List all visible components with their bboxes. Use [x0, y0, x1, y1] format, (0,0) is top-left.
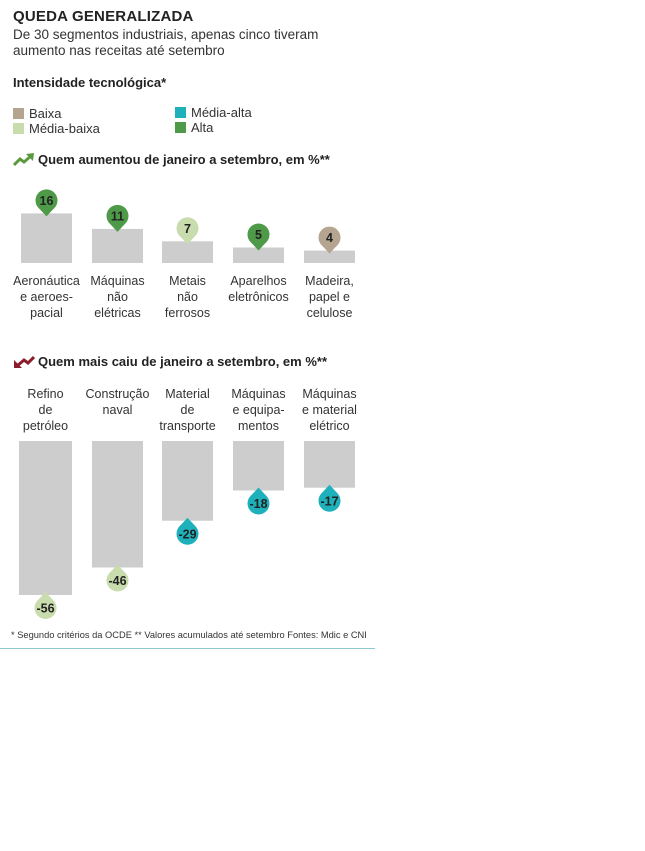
legend-label-media-baixa: Média-baixa	[29, 121, 100, 136]
trend-up-arrow-icon	[12, 153, 34, 167]
bar	[304, 441, 355, 488]
value-bubble: 4	[318, 226, 341, 254]
category-label: Refino de petróleo	[23, 387, 68, 433]
value-bubble-circle	[106, 204, 129, 227]
category-label: Material de transporte	[159, 387, 215, 433]
bar	[162, 441, 213, 521]
data-label: 7	[184, 222, 191, 236]
bar	[233, 441, 284, 491]
value-bubble-circle	[176, 522, 199, 545]
category-label: Aparelhos eletrônicos	[228, 274, 288, 304]
value-bubble-circle	[247, 223, 270, 246]
value-bubble-circle	[34, 597, 57, 619]
value-bubble: -56	[34, 592, 57, 619]
category-label: Madeira, papel e celulose	[305, 274, 354, 320]
bottom-rule	[0, 648, 375, 649]
data-label: -17	[320, 494, 338, 508]
legend-item-alta: Alta	[175, 120, 213, 135]
bar	[233, 247, 284, 263]
value-bubble: -17	[318, 484, 341, 512]
chart-title: QUEDA GENERALIZADA	[13, 8, 194, 25]
value-bubble: 11	[106, 204, 129, 232]
category-label: Máquinas não elétricas	[90, 274, 144, 320]
increase-bar-chart: 16 Aeronáutica e aeroes-pacial 11 Máquinas nã…	[13, 189, 355, 320]
legend-swatch-media-baixa	[13, 123, 24, 134]
decrease-bar-chart: -56 Refino de petróleo -46 Construção naval -29…	[19, 387, 357, 619]
legend-swatch-baixa	[13, 108, 24, 119]
value-bubble-circle	[318, 489, 341, 512]
value-bubble: 5	[247, 223, 270, 251]
bar	[19, 441, 72, 595]
value-bubble: -18	[247, 487, 270, 515]
legend-label-baixa: Baixa	[29, 106, 62, 121]
legend-item-media-baixa: Média-baixa	[13, 121, 100, 136]
value-bubble: 16	[35, 189, 58, 217]
data-label: 4	[326, 231, 333, 245]
value-bubble-circle	[318, 226, 341, 249]
bar	[304, 250, 355, 263]
legend-title: Intensidade tecnológica*	[13, 75, 167, 90]
data-label: 16	[40, 194, 54, 208]
section-decrease-heading: Quem mais caiu de janeiro a setembro, em…	[13, 353, 327, 371]
category-label: Máquinas e equipa-mentos	[231, 387, 285, 433]
chart-subtitle: De 30 segmentos industriais, apenas cinc…	[13, 27, 319, 58]
value-bubble: 7	[176, 217, 199, 245]
section-decrease-title: Quem mais caiu de janeiro a setembro, em…	[38, 354, 328, 369]
category-label: Metais não ferrosos	[165, 274, 210, 320]
section-increase-heading: Quem aumentou de janeiro a setembro, em …	[12, 151, 330, 169]
value-bubble-circle	[176, 217, 199, 240]
category-label: Máquinas e material elétrico	[302, 387, 357, 433]
data-label: -46	[108, 574, 126, 588]
value-bubble-circle	[35, 189, 58, 212]
data-label: -56	[36, 602, 54, 616]
legend-swatch-alta	[175, 122, 186, 133]
data-label: 11	[111, 209, 124, 223]
trend-down-arrow-icon	[14, 355, 36, 368]
section-increase-title: Quem aumentou de janeiro a setembro, em …	[38, 152, 330, 167]
bar	[21, 213, 72, 263]
bar	[92, 441, 143, 568]
value-bubble: -46	[106, 564, 129, 592]
legend-item-media-alta: Média-alta	[175, 105, 252, 120]
bar	[92, 228, 143, 263]
data-label: -18	[249, 497, 267, 511]
bar	[162, 241, 213, 263]
legend-item-baixa: Baixa	[13, 106, 62, 121]
value-bubble-circle	[106, 569, 129, 592]
data-label: 5	[255, 228, 262, 242]
legend-label-alta: Alta	[191, 120, 214, 135]
category-label: Aeronáutica e aeroes-pacial	[13, 274, 80, 320]
legend-label-media-alta: Média-alta	[191, 105, 252, 120]
data-label: -29	[178, 527, 196, 541]
value-bubble: -29	[176, 517, 199, 545]
footnote: * Segundo critérios da OCDE ** Valores a…	[11, 630, 367, 640]
legend-swatch-media-alta	[175, 107, 186, 118]
category-label: Construção naval	[86, 387, 150, 417]
value-bubble-circle	[247, 492, 270, 515]
